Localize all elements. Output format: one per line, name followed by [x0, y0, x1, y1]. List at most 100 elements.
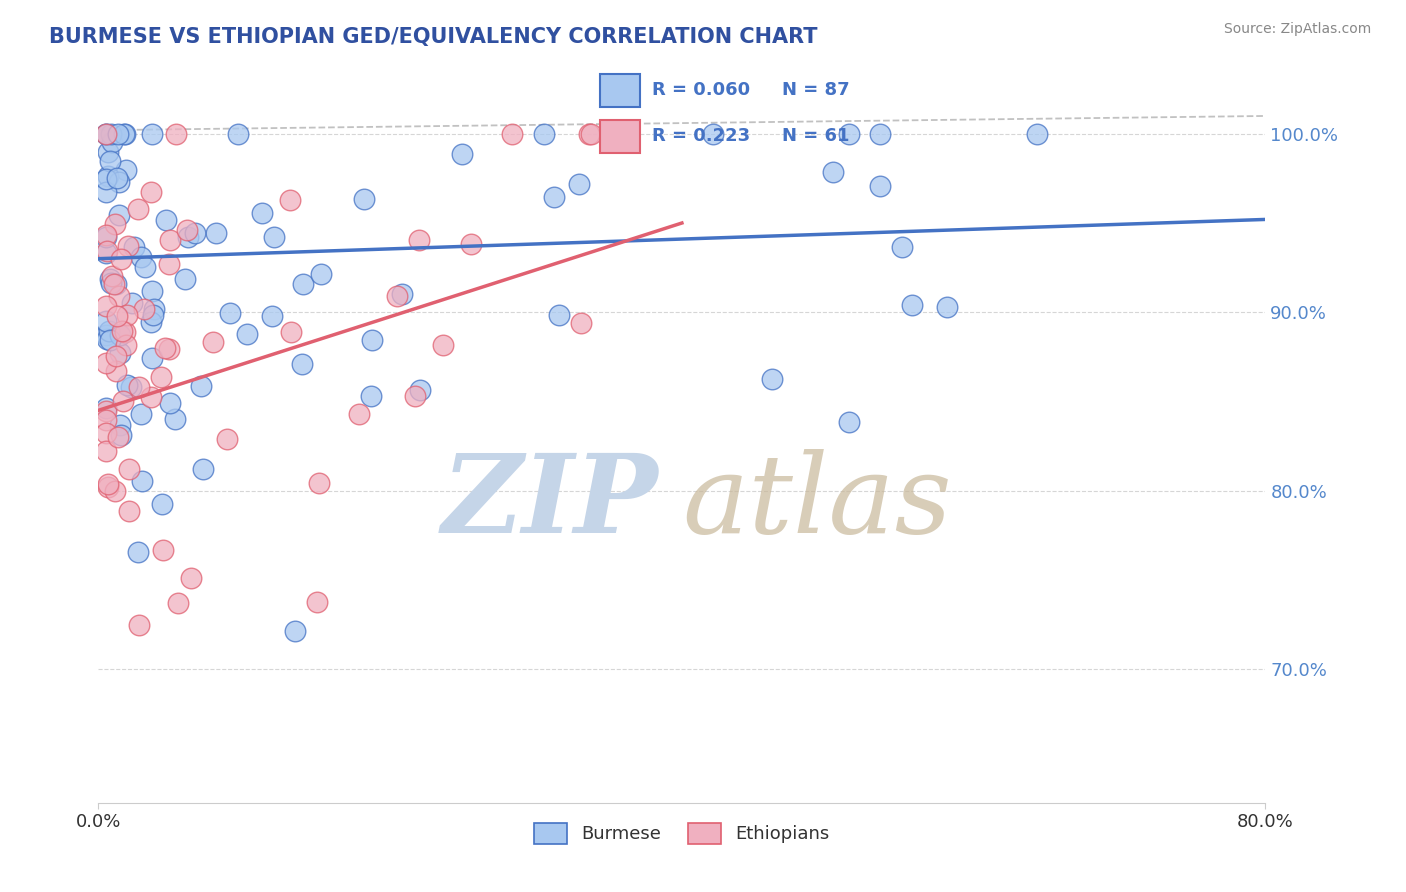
- Point: [409, 383, 432, 397]
- Point: [149, 370, 172, 384]
- Point: [309, 267, 332, 281]
- Point: [159, 233, 181, 247]
- Point: [236, 326, 259, 341]
- Point: [108, 327, 131, 342]
- Point: [153, 341, 176, 355]
- Point: [104, 484, 127, 499]
- Point: [218, 306, 240, 320]
- Point: [139, 390, 162, 404]
- Point: [110, 324, 132, 338]
- Point: [547, 309, 569, 323]
- Point: [432, 337, 454, 351]
- Point: [98, 154, 121, 169]
- Point: [177, 230, 200, 244]
- Point: [94, 172, 117, 186]
- Point: [533, 127, 555, 141]
- Point: [121, 296, 143, 310]
- Point: [107, 175, 129, 189]
- Point: [291, 277, 314, 291]
- Point: [114, 326, 136, 340]
- Point: [581, 127, 603, 141]
- Point: [107, 208, 129, 222]
- Point: [94, 127, 117, 141]
- Point: [101, 136, 124, 150]
- Point: [157, 342, 180, 356]
- Point: [112, 127, 135, 141]
- Point: [110, 252, 132, 266]
- Point: [131, 474, 153, 488]
- Point: [115, 338, 138, 352]
- Text: N = 87: N = 87: [782, 81, 849, 99]
- Point: [1026, 127, 1049, 141]
- Point: [150, 497, 173, 511]
- Point: [98, 333, 121, 347]
- Point: [891, 239, 914, 253]
- Point: [139, 315, 162, 329]
- Point: [127, 544, 149, 558]
- Point: [112, 394, 135, 409]
- Point: [117, 308, 139, 322]
- Point: [215, 432, 238, 446]
- Point: [94, 404, 117, 418]
- Point: [280, 325, 302, 339]
- Point: [132, 301, 155, 316]
- Point: [94, 426, 117, 441]
- Point: [97, 145, 120, 159]
- Point: [152, 543, 174, 558]
- Point: [202, 334, 225, 349]
- Point: [821, 165, 844, 179]
- Point: [94, 413, 117, 427]
- Point: [838, 127, 860, 141]
- Point: [190, 379, 212, 393]
- FancyBboxPatch shape: [600, 120, 640, 153]
- Point: [97, 480, 120, 494]
- Point: [120, 380, 142, 394]
- Point: [935, 301, 957, 315]
- Point: [347, 408, 370, 422]
- Point: [122, 240, 145, 254]
- Point: [543, 190, 565, 204]
- Point: [108, 346, 131, 360]
- Point: [141, 127, 163, 141]
- Point: [761, 372, 783, 386]
- Point: [460, 237, 482, 252]
- Point: [94, 443, 117, 458]
- Point: [305, 595, 328, 609]
- Point: [115, 378, 138, 392]
- Point: [141, 351, 163, 365]
- Point: [360, 389, 382, 403]
- Point: [94, 328, 117, 343]
- Point: [117, 504, 139, 518]
- Point: [94, 299, 117, 313]
- Point: [404, 389, 426, 403]
- Point: [129, 407, 152, 421]
- Point: [578, 127, 600, 141]
- Point: [94, 127, 117, 141]
- Point: [155, 212, 177, 227]
- Point: [250, 206, 273, 220]
- Point: [100, 127, 122, 141]
- Point: [104, 217, 127, 231]
- Point: [128, 379, 150, 393]
- Point: [105, 171, 128, 186]
- Point: [408, 233, 430, 247]
- Point: [134, 260, 156, 275]
- Point: [94, 401, 117, 416]
- Point: [159, 257, 181, 271]
- Point: [117, 238, 139, 252]
- Point: [204, 227, 226, 241]
- Point: [142, 301, 165, 316]
- Point: [568, 177, 591, 191]
- Point: [569, 316, 592, 330]
- Point: [278, 193, 301, 207]
- Y-axis label: GED/Equivalency: GED/Equivalency: [0, 369, 8, 523]
- Point: [174, 272, 197, 286]
- Point: [94, 229, 117, 244]
- Text: R = 0.223: R = 0.223: [652, 128, 751, 145]
- Point: [110, 428, 132, 442]
- Point: [94, 314, 117, 328]
- Text: R = 0.060: R = 0.060: [652, 81, 751, 99]
- Point: [129, 251, 152, 265]
- Text: BURMESE VS ETHIOPIAN GED/EQUIVALENCY CORRELATION CHART: BURMESE VS ETHIOPIAN GED/EQUIVALENCY COR…: [49, 27, 818, 46]
- Point: [142, 308, 165, 322]
